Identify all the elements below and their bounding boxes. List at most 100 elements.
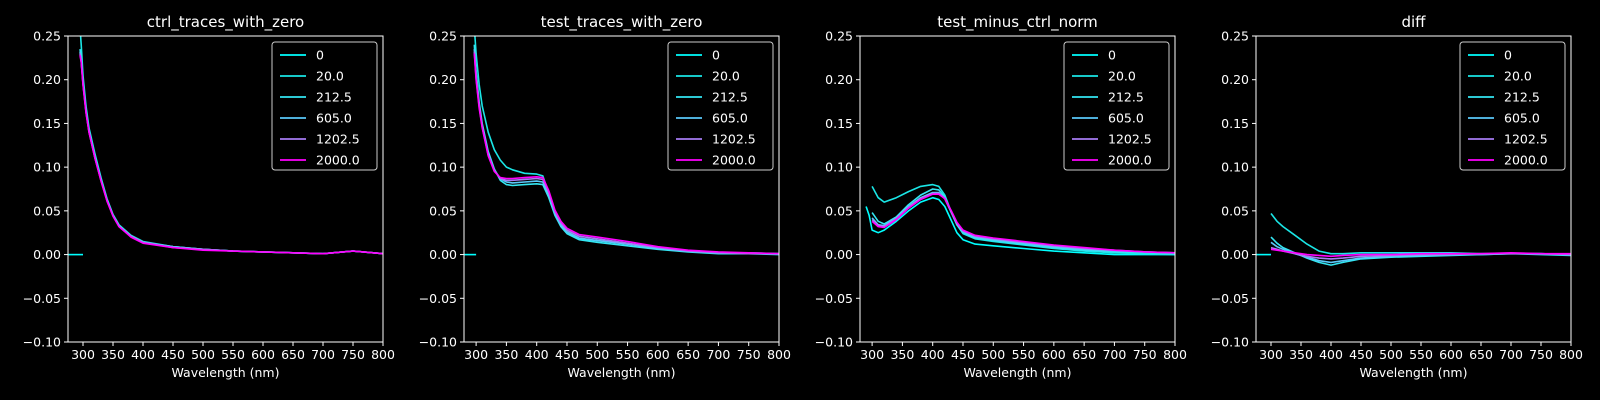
y-tick-label: 0.20 (825, 72, 853, 87)
x-tick-label: 600 (1042, 347, 1066, 362)
panel-title: test_traces_with_zero (541, 13, 703, 32)
x-tick-label: 400 (131, 347, 155, 362)
x-tick-label: 450 (161, 347, 185, 362)
panel-3: test_minus_ctrl_norm 300 350 400 450 500 550 60… (815, 13, 1187, 380)
axes-frame (463, 35, 780, 343)
x-tick-label: 600 (251, 347, 275, 362)
legend-entry: 20.0 (1108, 69, 1136, 84)
legend-entry: 605.0 (712, 111, 748, 126)
axes-frame (1255, 35, 1572, 343)
y-tick-label: 0.10 (1221, 160, 1249, 175)
y-tick-label: −0.05 (1211, 291, 1249, 306)
legend-entry: 605.0 (1108, 111, 1144, 126)
x-tick-label: 600 (1439, 347, 1463, 362)
series-group (1256, 213, 1571, 266)
legend-box (667, 41, 774, 171)
x-tick-label: 300 (860, 347, 884, 362)
y-tick-label: −0.10 (1211, 335, 1249, 350)
y-tick-label: 0.00 (33, 247, 61, 262)
x-tick-label: 800 (1163, 347, 1187, 362)
legend-entry: 20.0 (712, 69, 740, 84)
x-tick-label: 350 (1289, 347, 1313, 362)
x-axis-label: Wavelength (nm) (568, 365, 676, 380)
y-tick-label: 0.05 (429, 203, 457, 218)
legend-entry: 2000.0 (1108, 153, 1152, 168)
y-tick-label: 0.10 (33, 160, 61, 175)
legend-entry: 1202.5 (712, 132, 756, 147)
x-axis-label: Wavelength (nm) (172, 365, 280, 380)
legend-entry: 20.0 (1504, 69, 1532, 84)
x-tick-label: 500 (585, 347, 609, 362)
x-tick-label: 500 (981, 347, 1005, 362)
x-tick-label: 400 (921, 347, 945, 362)
legend-entry: 2000.0 (316, 153, 360, 168)
y-tick-label: −0.10 (815, 335, 853, 350)
legend-entry: 212.5 (1108, 90, 1144, 105)
series-line-0 (865, 196, 1175, 256)
panel-2: test_traces_with_zero 300 350 400 450 500 550 6… (419, 13, 791, 380)
x-tick-label: 700 (706, 347, 730, 362)
x-tick-label: 800 (1559, 347, 1583, 362)
y-tick-label: 0.25 (429, 29, 457, 44)
axes-frame (67, 35, 384, 343)
x-tick-label: 350 (101, 347, 125, 362)
x-tick-label: 500 (191, 347, 215, 362)
x-tick-label: 700 (1102, 347, 1126, 362)
y-tick-label: 0.05 (825, 203, 853, 218)
legend-entry: 212.5 (1504, 90, 1540, 105)
x-tick-label: 400 (525, 347, 549, 362)
x-tick-label: 700 (311, 347, 335, 362)
x-axis-label: Wavelength (nm) (964, 365, 1072, 380)
legend-box (1063, 41, 1170, 171)
series-line-2000.0 (473, 53, 779, 255)
x-tick-label: 350 (494, 347, 518, 362)
x-tick-label: 800 (371, 347, 395, 362)
legend: 0 20.0 212.5 605.0 1202.5 2000.0 (1459, 41, 1566, 171)
series-line-2000.0 (1270, 248, 1571, 258)
x-tick-label: 400 (1319, 347, 1343, 362)
series-line-212.5 (1270, 236, 1571, 266)
series-line-20.0 (1270, 213, 1571, 256)
x-tick-label: 650 (281, 347, 305, 362)
x-tick-label: 300 (464, 347, 488, 362)
legend-entry: 1202.5 (1504, 132, 1548, 147)
legend: 0 20.0 212.5 605.0 1202.5 2000.0 (271, 41, 378, 171)
x-tick-label: 750 (341, 347, 365, 362)
y-tick-label: 0.10 (825, 160, 853, 175)
legend-entry: 1202.5 (1108, 132, 1152, 147)
legend-entry: 0 (1108, 48, 1116, 63)
x-tick-label: 350 (890, 347, 914, 362)
x-tick-label: 450 (1349, 347, 1373, 362)
legend-entry: 212.5 (712, 90, 748, 105)
panel-title: ctrl_traces_with_zero (147, 13, 304, 32)
legend-box (271, 41, 378, 171)
legend-entry: 605.0 (1504, 111, 1540, 126)
y-tick-label: 0.20 (33, 72, 61, 87)
y-tick-label: 0.25 (1221, 29, 1249, 44)
legend-entry: 0 (712, 48, 720, 63)
y-tick-label: 0.00 (825, 247, 853, 262)
y-tick-label: 0.20 (1221, 72, 1249, 87)
x-tick-label: 600 (646, 347, 670, 362)
x-tick-label: 300 (71, 347, 95, 362)
panel-title: test_minus_ctrl_norm (937, 13, 1098, 32)
legend-box (1459, 41, 1566, 171)
x-tick-label: 300 (1259, 347, 1283, 362)
y-tick-label: 0.10 (429, 160, 457, 175)
x-tick-label: 750 (737, 347, 761, 362)
x-tick-label: 700 (1499, 347, 1523, 362)
x-tick-label: 800 (767, 347, 791, 362)
y-tick-label: −0.05 (23, 291, 61, 306)
y-tick-label: 0.15 (1221, 116, 1249, 131)
y-tick-label: 0.00 (429, 247, 457, 262)
x-tick-label: 550 (221, 347, 245, 362)
x-tick-label: 650 (1469, 347, 1493, 362)
series-group (464, 36, 779, 256)
series-line-2000.0 (79, 55, 383, 255)
y-tick-label: 0.20 (429, 72, 457, 87)
y-tick-label: 0.00 (1221, 247, 1249, 262)
legend-entry: 212.5 (316, 90, 352, 105)
y-tick-label: 0.05 (1221, 203, 1249, 218)
axes-frame (859, 35, 1176, 343)
